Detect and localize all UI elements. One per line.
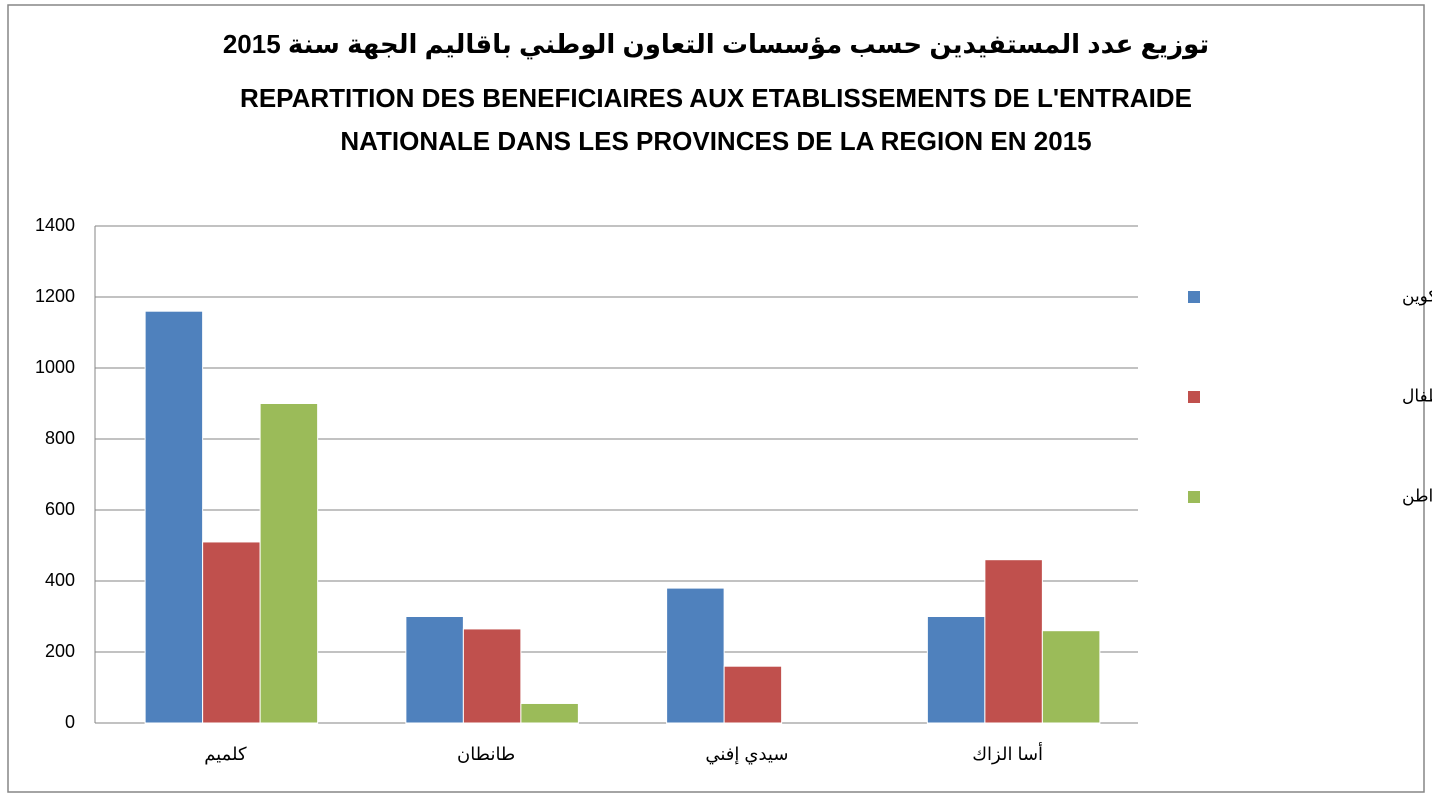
- y-tick-label: 400: [45, 570, 75, 590]
- legend-swatch: [1188, 391, 1200, 403]
- y-tick-label: 1200: [35, 286, 75, 306]
- chart-title: NATIONALE DANS LES PROVINCES DE LA REGIO…: [340, 126, 1091, 156]
- legend-label: رياض الأطفال: [1402, 385, 1432, 405]
- legend-swatch: [1188, 491, 1200, 503]
- y-tick-label: 0: [65, 712, 75, 732]
- chart-title: REPARTITION DES BENEFICIAIRES AUX ETABLI…: [240, 83, 1192, 113]
- bar: [984, 559, 1043, 724]
- x-tick-label: كلميم: [204, 744, 247, 765]
- bar: [520, 702, 579, 724]
- y-tick-label: 600: [45, 499, 75, 519]
- bar: [723, 665, 783, 724]
- legend-swatch: [1188, 291, 1200, 303]
- legend-label: دار الواطن: [1402, 486, 1432, 505]
- y-tick-label: 1400: [35, 215, 75, 235]
- x-tick-label: أسا الزاك: [972, 742, 1043, 765]
- bar: [1041, 630, 1101, 724]
- bar: [259, 403, 319, 724]
- y-tick-label: 800: [45, 428, 75, 448]
- y-tick-label: 200: [45, 641, 75, 661]
- bar: [666, 587, 725, 724]
- y-tick-label: 1000: [35, 357, 75, 377]
- bar: [405, 616, 464, 724]
- bar: [462, 628, 522, 724]
- chart-title: توزيع عدد المستفيدين حسب مؤسسات التعاون …: [223, 29, 1209, 60]
- x-tick-label: سيدي إفني: [705, 744, 788, 765]
- bar: [926, 616, 986, 724]
- x-tick-label: طانطان: [457, 744, 515, 764]
- bar: [144, 310, 204, 724]
- legend-label: مراكز التربية والتكوين: [1402, 286, 1432, 305]
- bar: [202, 541, 261, 724]
